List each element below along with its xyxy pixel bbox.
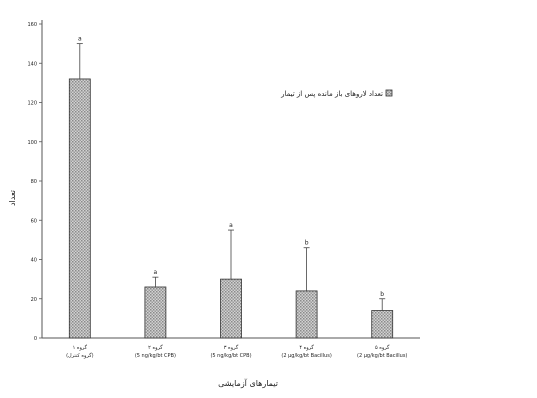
y-tick-label: 160 (27, 22, 37, 28)
labels: a گروه ۱(گروه کنترل) a گروه ۲ (5 ng/kg/bt CP… (66, 36, 407, 359)
significance-letter: b (305, 240, 309, 247)
y-tick-label: 140 (27, 61, 37, 67)
y-axis-label: تعداد (8, 190, 17, 206)
x-tick-label: گروه ۴ (299, 344, 314, 351)
y-tick-label: 20 (31, 297, 37, 303)
error-bars (76, 43, 386, 311)
bars (68, 78, 394, 339)
y-tick-label: 120 (27, 101, 37, 107)
x-tick-label: گروه ۲ (148, 344, 163, 351)
significance-letter: a (229, 222, 233, 229)
bar (220, 278, 242, 339)
y-tick-label: 40 (31, 258, 37, 264)
x-tick-label: گروه ۳ (224, 344, 239, 351)
legend-swatch (385, 89, 393, 97)
legend-label: تعداد لاروهای باز مانده پس از تیمار (280, 90, 383, 98)
y-tick-label: 100 (27, 140, 37, 146)
x-tick-label-sub: (5 ng/kg/bt CPB) (210, 353, 251, 359)
x-tick-label: گروه ۱ (73, 344, 88, 351)
x-tick-label-sub: (گروه کنترل) (66, 352, 94, 359)
y-tick-label: 80 (31, 179, 37, 185)
significance-letter: a (154, 269, 158, 276)
x-tick-label: گروه ۵ (375, 344, 390, 351)
y-tick-label: 0 (34, 336, 37, 342)
bar (295, 290, 318, 339)
significance-letter: a (78, 36, 82, 43)
x-axis-label: تیمارهای آزمایشی (218, 378, 278, 388)
bar (371, 310, 394, 339)
bar (144, 286, 167, 339)
y-tick-label: 60 (31, 218, 37, 224)
x-tick-label-sub: (2 μg/kg/bt Bacillus) (281, 353, 331, 359)
legend: تعداد لاروهای باز مانده پس از تیمار (280, 89, 393, 98)
significance-letter: b (380, 291, 384, 298)
x-tick-label-sub: (2 μg/kg/bt Bacillus) (357, 353, 407, 359)
x-tick-label-sub: (5 ng/kg/bt CPB) (135, 353, 176, 359)
axes: 0 20 40 60 80 100 120 140 160 (27, 20, 420, 342)
bar (68, 78, 91, 339)
